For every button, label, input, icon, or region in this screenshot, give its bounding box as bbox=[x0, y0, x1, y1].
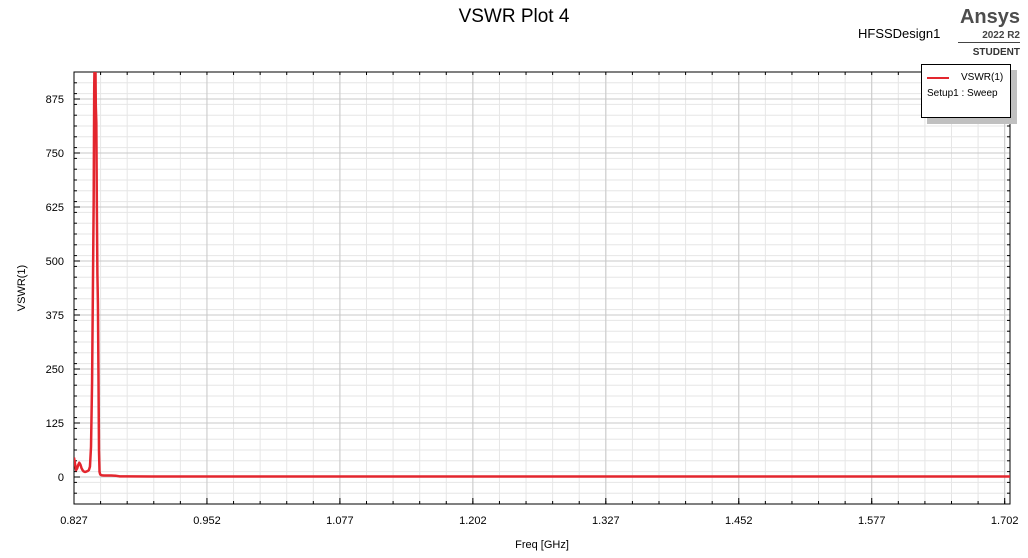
y-tick-label: 125 bbox=[46, 418, 64, 430]
brand-edition: STUDENT bbox=[972, 47, 1020, 58]
legend-swatch bbox=[927, 76, 949, 79]
x-tick-label: 0.827 bbox=[60, 515, 88, 527]
x-tick-label: 1.202 bbox=[459, 515, 487, 527]
x-tick-label: 1.452 bbox=[725, 515, 753, 527]
x-tick-labels: 0.827 0.952 1.077 1.202 1.327 1.452 1.577 1.702 bbox=[60, 515, 1018, 527]
y-tick-label: 750 bbox=[46, 148, 64, 160]
brand-logo: Ansys 2022 R2 STUDENT bbox=[958, 6, 1020, 58]
x-tick-label: 1.702 bbox=[991, 515, 1019, 527]
brand-version: 2022 R2 bbox=[958, 30, 1020, 43]
chart-title: VSWR Plot 4 bbox=[458, 6, 570, 27]
y-tick-label: 875 bbox=[46, 94, 64, 106]
y-tick-label: 500 bbox=[46, 256, 64, 268]
brand-name: Ansys bbox=[959, 6, 1020, 28]
minor-gridlines bbox=[73, 71, 1010, 505]
y-tick-label: 0 bbox=[58, 472, 64, 484]
design-name: HFSSDesign1 bbox=[858, 26, 941, 41]
y-tick-labels: 0 125 250 375 500 625 750 875 bbox=[46, 94, 64, 484]
legend-entry[interactable]: VSWR(1) bbox=[927, 72, 1003, 83]
axis-ticks bbox=[73, 71, 1010, 505]
series-group bbox=[74, 72, 1010, 478]
legend-series-label: VSWR(1) bbox=[961, 72, 1004, 83]
x-tick-label: 1.077 bbox=[326, 515, 354, 527]
y-tick-label: 250 bbox=[46, 364, 64, 376]
legend-setup-label: Setup1 : Sweep bbox=[927, 88, 998, 99]
y-axis-label: VSWR(1) bbox=[16, 265, 28, 311]
x-tick-label: 1.577 bbox=[858, 515, 886, 527]
legend[interactable]: VSWR(1) Setup1 : Sweep bbox=[921, 64, 1011, 118]
x-tick-label: 1.327 bbox=[592, 515, 620, 527]
x-axis-label: Freq [GHz] bbox=[515, 539, 569, 551]
y-tick-label: 375 bbox=[46, 310, 64, 322]
x-tick-label: 0.952 bbox=[193, 515, 221, 527]
series-line bbox=[74, 72, 1010, 478]
y-tick-label: 625 bbox=[46, 202, 64, 214]
